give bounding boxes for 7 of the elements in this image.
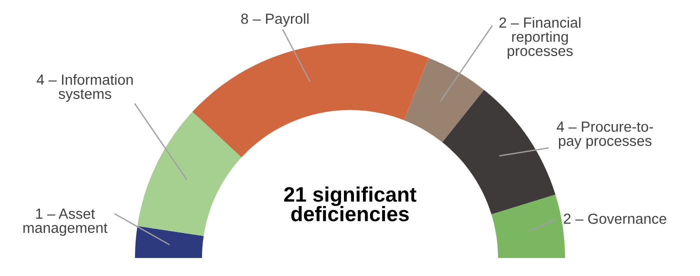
slice-label: 8 – Payroll <box>241 13 308 27</box>
slice-label: 2 – Governance <box>564 214 666 224</box>
slice-label: 4 – Procure-to- pay processes <box>556 122 653 149</box>
slice-label: 2 – Financial reporting processes <box>499 17 580 59</box>
slice-label: 1 – Asset management <box>23 208 108 236</box>
slice-label: 4 – Information systems <box>36 74 133 102</box>
text: 21 significant deficiencies <box>284 186 416 222</box>
